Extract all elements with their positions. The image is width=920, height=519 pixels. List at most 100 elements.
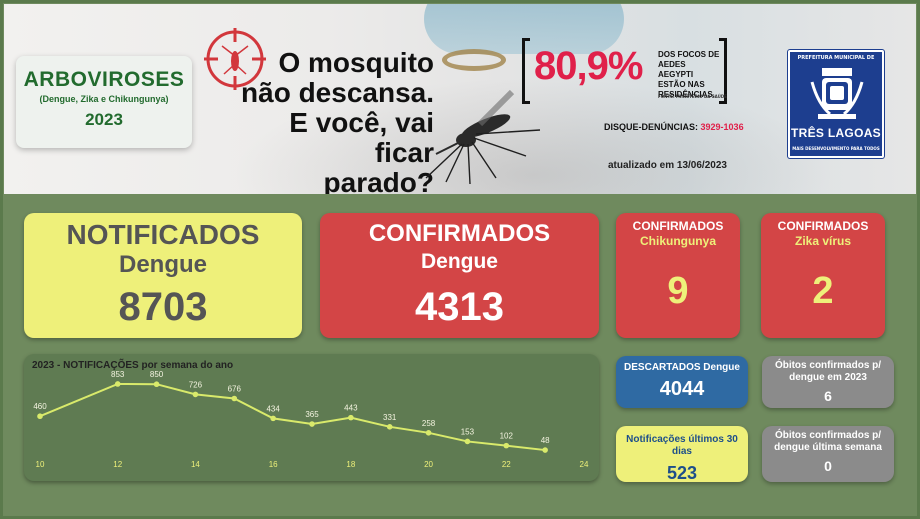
data-point[interactable] bbox=[114, 381, 121, 387]
headline-line-1: O mosquito bbox=[278, 47, 434, 78]
headline-line-4: parado? bbox=[323, 167, 434, 195]
aedes-percent: 80,9% bbox=[534, 44, 643, 88]
confirmados-label: CONFIRMADOS bbox=[368, 220, 551, 247]
data-label: 434 bbox=[266, 404, 280, 413]
descartados-card: DESCARTADOS Dengue 4044 bbox=[616, 356, 748, 408]
mosquito-image bbox=[425, 89, 541, 185]
x-tick-label: 20 bbox=[424, 460, 433, 469]
data-label: 726 bbox=[189, 380, 203, 389]
descartados-label: DESCARTADOS Dengue bbox=[624, 362, 740, 373]
chikungunya-value: 9 bbox=[667, 270, 689, 312]
zika-value: 2 bbox=[812, 270, 834, 312]
data-label: 676 bbox=[228, 384, 242, 393]
data-point[interactable] bbox=[309, 421, 315, 427]
headline-line-3: E você, vai ficar bbox=[289, 107, 434, 168]
arboviroses-box: ARBOVIROSES (Dengue, Zika e Chikungunya)… bbox=[16, 56, 192, 148]
data-point[interactable] bbox=[542, 447, 548, 453]
mosquito-target-icon bbox=[204, 28, 266, 90]
zika-card: CONFIRMADOS Zika vírus 2 bbox=[761, 213, 885, 338]
disque-number: 3929-1036 bbox=[700, 122, 744, 132]
stat-bracket-left bbox=[522, 38, 530, 104]
data-label: 48 bbox=[541, 436, 550, 445]
notificados-card: NOTIFICADOS Dengue 8703 bbox=[24, 213, 302, 338]
campaign-headline: O mosquito não descansa. E você, vai fic… bbox=[224, 47, 434, 195]
obitos-semana-label-1: Óbitos confirmados p/ bbox=[774, 430, 882, 441]
arboviroses-year: 2023 bbox=[85, 110, 123, 129]
data-point[interactable] bbox=[231, 395, 238, 402]
chart-title: 2023 - NOTIFICAÇÕES por semana do ano bbox=[32, 360, 234, 371]
x-tick-label: 10 bbox=[36, 460, 45, 469]
data-point[interactable] bbox=[386, 424, 393, 430]
aedes-desc-line-4: RESIDÊNCIAS. bbox=[658, 90, 715, 99]
notificados-label: NOTIFICADOS bbox=[66, 219, 260, 250]
obitos-ano-label-1: Óbitos confirmados p/ bbox=[774, 360, 882, 371]
aedes-stat: 80,9% DOS FOCOS DE AEDES AEGYPTI ESTÃO N… bbox=[522, 38, 727, 104]
descartados-value: 4044 bbox=[659, 378, 705, 400]
obitos-semana-label-2: dengue última semana bbox=[774, 442, 882, 453]
headline-line-2: não descansa. bbox=[241, 77, 434, 108]
data-point[interactable] bbox=[270, 415, 276, 422]
arboviroses-subtitle: (Dengue, Zika e Chikungunya) bbox=[39, 94, 169, 104]
notificados-value: 8703 bbox=[118, 285, 208, 329]
data-label: 443 bbox=[344, 404, 358, 413]
data-point[interactable] bbox=[153, 381, 160, 388]
x-tick-label: 18 bbox=[346, 460, 355, 469]
obitos-ano-label-2: dengue em 2023 bbox=[789, 372, 867, 383]
data-label: 365 bbox=[305, 410, 319, 419]
chikungunya-sublabel: Chikungunya bbox=[639, 234, 716, 248]
obitos-ano-value: 6 bbox=[824, 388, 832, 404]
data-label: 850 bbox=[150, 370, 164, 379]
zika-label: CONFIRMADOS bbox=[777, 219, 869, 233]
aedes-source: FONTE: MINISTÉRIO DA SAÚDE bbox=[658, 94, 727, 99]
obitos-semana-value: 0 bbox=[824, 458, 832, 474]
coat-of-arms-icon bbox=[810, 68, 864, 119]
chikungunya-label: CONFIRMADOS bbox=[632, 219, 724, 233]
data-label: 853 bbox=[111, 370, 125, 379]
logo-slogan: MAIS DESENVOLVIMENTO PARA TODOS bbox=[792, 146, 880, 151]
ultimos-30-dias-label: Notificações últimos 30 dias bbox=[626, 434, 738, 457]
data-label: 331 bbox=[383, 413, 397, 422]
data-label: 153 bbox=[461, 427, 475, 436]
data-point[interactable] bbox=[503, 442, 510, 449]
data-label: 460 bbox=[33, 402, 47, 411]
x-tick-label: 16 bbox=[269, 460, 278, 469]
x-tick-label: 24 bbox=[580, 460, 589, 469]
x-tick-label: 14 bbox=[191, 460, 200, 469]
confirmados-dengue-card: CONFIRMADOS Dengue 4313 bbox=[320, 213, 599, 338]
data-label: 102 bbox=[500, 432, 514, 441]
chikungunya-card: CONFIRMADOS Chikungunya 9 bbox=[616, 213, 740, 338]
obitos-semana-card: Óbitos confirmados p/ dengue última sema… bbox=[762, 426, 894, 482]
obitos-ano-card: Óbitos confirmados p/ dengue em 2023 6 bbox=[762, 356, 894, 408]
campaign-banner: ARBOVIROSES (Dengue, Zika e Chikungunya)… bbox=[4, 4, 916, 194]
container-ring-image bbox=[442, 49, 506, 71]
chart-plot: 460 853 850 726 676 434 365 443 331 258 153 102 48 10… bbox=[33, 370, 589, 469]
data-label: 258 bbox=[422, 419, 436, 428]
zika-sublabel: Zika vírus bbox=[794, 234, 852, 248]
confirmados-sublabel: Dengue bbox=[420, 250, 498, 273]
aedes-description: DOS FOCOS DE AEDES AEGYPTI ESTÃO NAS RES… bbox=[658, 50, 720, 100]
ultimos-30-dias-card: Notificações últimos 30 dias 523 bbox=[616, 426, 748, 483]
ultimos-30-dias-value: 523 bbox=[666, 463, 698, 483]
x-tick-label: 12 bbox=[113, 460, 122, 469]
stat-bracket-right bbox=[719, 38, 727, 104]
arboviroses-title: ARBOVIROSES bbox=[23, 68, 185, 91]
data-point[interactable] bbox=[37, 413, 43, 420]
x-tick-label: 22 bbox=[502, 460, 511, 469]
logo-city-name: TRÊS LAGOAS bbox=[791, 126, 881, 140]
confirmados-value: 4313 bbox=[415, 285, 504, 329]
data-point[interactable] bbox=[425, 430, 432, 436]
data-point[interactable] bbox=[464, 438, 471, 445]
logo-top-text: PREFEITURA MUNICIPAL DE bbox=[797, 55, 875, 61]
aedes-desc-line-1: DOS FOCOS DE bbox=[658, 50, 720, 59]
notificados-sublabel: Dengue bbox=[118, 251, 207, 278]
notifications-chart: 2023 - NOTIFICAÇÕES por semana do ano 46… bbox=[24, 354, 599, 481]
disque-label: DISQUE-DENÚNCIAS: bbox=[604, 122, 699, 132]
prefeitura-logo: PREFEITURA MUNICIPAL DE TRÊS LAGOAS MAIS… bbox=[788, 50, 884, 158]
disque-denuncias: DISQUE-DENÚNCIAS: 3929-1036 bbox=[604, 122, 744, 132]
updated-date: atualizado em 13/06/2023 bbox=[608, 160, 727, 171]
data-point[interactable] bbox=[348, 414, 354, 421]
aedes-desc-line-2: AEDES AEGYPTI bbox=[658, 60, 694, 79]
data-point[interactable] bbox=[192, 391, 199, 398]
aedes-desc-line-3: ESTÃO NAS bbox=[658, 80, 705, 89]
